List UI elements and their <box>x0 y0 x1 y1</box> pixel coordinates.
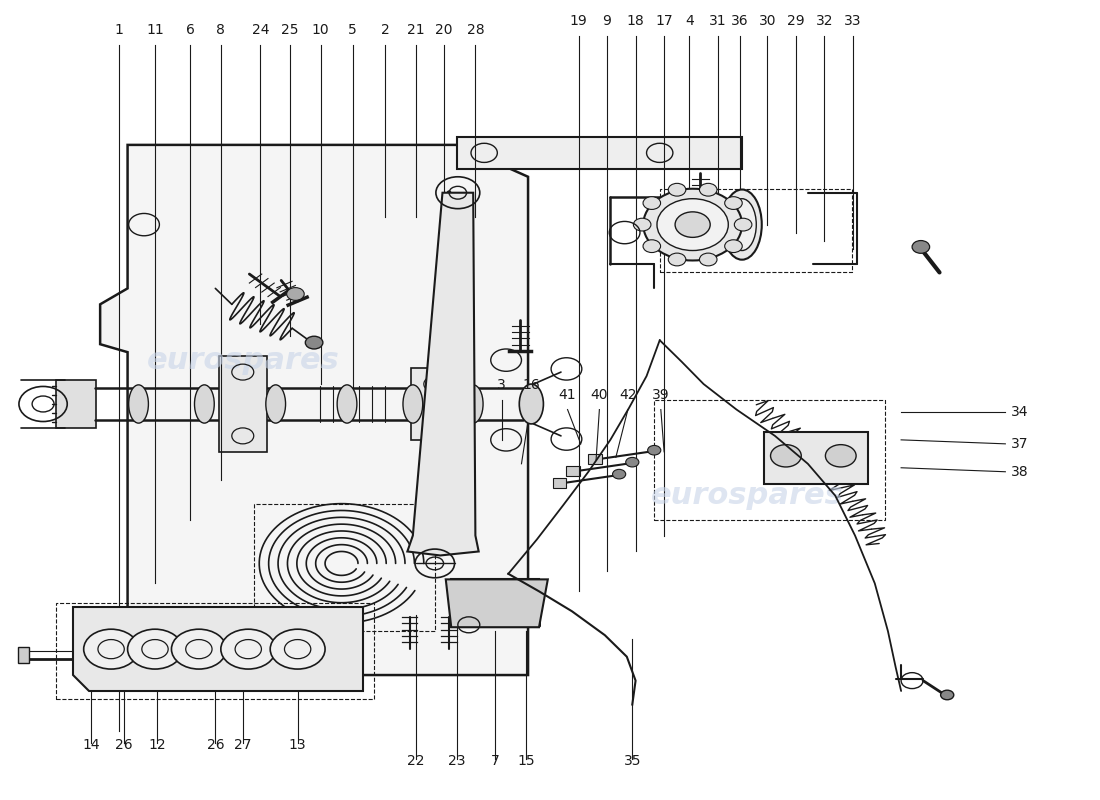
Text: 3: 3 <box>497 378 506 392</box>
Text: 9: 9 <box>603 14 612 29</box>
Circle shape <box>770 445 801 467</box>
Text: 4: 4 <box>685 14 694 29</box>
Text: 21: 21 <box>407 23 425 38</box>
Bar <box>451 579 539 627</box>
Circle shape <box>669 253 685 266</box>
Text: 15: 15 <box>517 754 535 768</box>
Text: 35: 35 <box>624 754 641 768</box>
Bar <box>410 368 459 440</box>
Circle shape <box>735 218 752 231</box>
Circle shape <box>221 630 276 669</box>
Text: 22: 22 <box>407 754 425 768</box>
Text: 29: 29 <box>786 14 804 29</box>
Text: 36: 36 <box>732 14 749 29</box>
Ellipse shape <box>337 385 356 423</box>
Text: 31: 31 <box>710 14 727 29</box>
Text: 12: 12 <box>148 738 166 752</box>
Polygon shape <box>100 145 528 675</box>
Bar <box>654 400 884 519</box>
Text: 41: 41 <box>559 387 576 402</box>
Text: 28: 28 <box>466 23 484 38</box>
Polygon shape <box>56 380 96 428</box>
Text: 34: 34 <box>1011 405 1028 419</box>
Text: 16: 16 <box>522 378 540 392</box>
Ellipse shape <box>403 385 422 423</box>
Text: 7: 7 <box>491 754 499 768</box>
Text: 13: 13 <box>289 738 307 752</box>
Text: 18: 18 <box>627 14 645 29</box>
Text: 10: 10 <box>312 23 330 38</box>
Ellipse shape <box>463 385 483 423</box>
Bar <box>588 454 602 464</box>
Circle shape <box>648 446 661 455</box>
Circle shape <box>700 183 717 196</box>
Ellipse shape <box>657 198 728 250</box>
Bar <box>566 466 580 476</box>
Text: 26: 26 <box>207 738 224 752</box>
Text: 19: 19 <box>570 14 587 29</box>
Circle shape <box>644 240 661 253</box>
Bar <box>219 356 267 452</box>
Text: 5: 5 <box>348 23 356 38</box>
Ellipse shape <box>195 385 214 423</box>
Text: 25: 25 <box>282 23 299 38</box>
Polygon shape <box>73 607 363 691</box>
Circle shape <box>128 630 183 669</box>
Text: 37: 37 <box>1011 437 1028 451</box>
Bar <box>553 478 566 488</box>
Text: 20: 20 <box>434 23 452 38</box>
Text: 26: 26 <box>116 738 133 752</box>
Ellipse shape <box>644 189 743 261</box>
Text: eurospares: eurospares <box>651 481 844 510</box>
Circle shape <box>306 336 323 349</box>
Circle shape <box>84 630 139 669</box>
Circle shape <box>634 218 651 231</box>
Bar <box>18 647 29 663</box>
Ellipse shape <box>266 385 286 423</box>
Text: 1: 1 <box>114 23 123 38</box>
Text: 42: 42 <box>619 387 637 402</box>
Polygon shape <box>407 193 478 555</box>
Polygon shape <box>446 579 548 627</box>
Text: 2: 2 <box>381 23 389 38</box>
Text: 23: 23 <box>448 754 465 768</box>
Text: 38: 38 <box>1011 465 1028 478</box>
Text: 14: 14 <box>82 738 100 752</box>
Text: 17: 17 <box>656 14 673 29</box>
Text: 33: 33 <box>844 14 861 29</box>
Circle shape <box>626 458 639 467</box>
Circle shape <box>669 183 685 196</box>
Ellipse shape <box>129 385 149 423</box>
Circle shape <box>725 240 742 253</box>
Text: 32: 32 <box>815 14 833 29</box>
Circle shape <box>613 470 626 479</box>
Ellipse shape <box>675 212 711 238</box>
Text: 6: 6 <box>186 23 195 38</box>
Text: 24: 24 <box>252 23 270 38</box>
Circle shape <box>172 630 227 669</box>
Text: 30: 30 <box>759 14 775 29</box>
Circle shape <box>700 253 717 266</box>
Circle shape <box>287 287 305 300</box>
Bar <box>456 137 742 169</box>
Text: 40: 40 <box>591 387 608 402</box>
Circle shape <box>725 197 742 210</box>
Bar <box>660 189 851 273</box>
Circle shape <box>644 197 661 210</box>
Bar <box>764 432 868 484</box>
Circle shape <box>940 690 954 700</box>
Text: 11: 11 <box>146 23 164 38</box>
Text: 39: 39 <box>652 387 670 402</box>
Circle shape <box>912 241 930 254</box>
Bar <box>56 603 374 699</box>
Bar <box>254 504 434 631</box>
Text: eurospares: eurospares <box>146 346 339 374</box>
Text: 8: 8 <box>217 23 226 38</box>
Circle shape <box>825 445 856 467</box>
Circle shape <box>271 630 326 669</box>
Text: 27: 27 <box>234 738 252 752</box>
Ellipse shape <box>519 384 543 424</box>
Ellipse shape <box>728 198 757 250</box>
Ellipse shape <box>723 190 762 260</box>
